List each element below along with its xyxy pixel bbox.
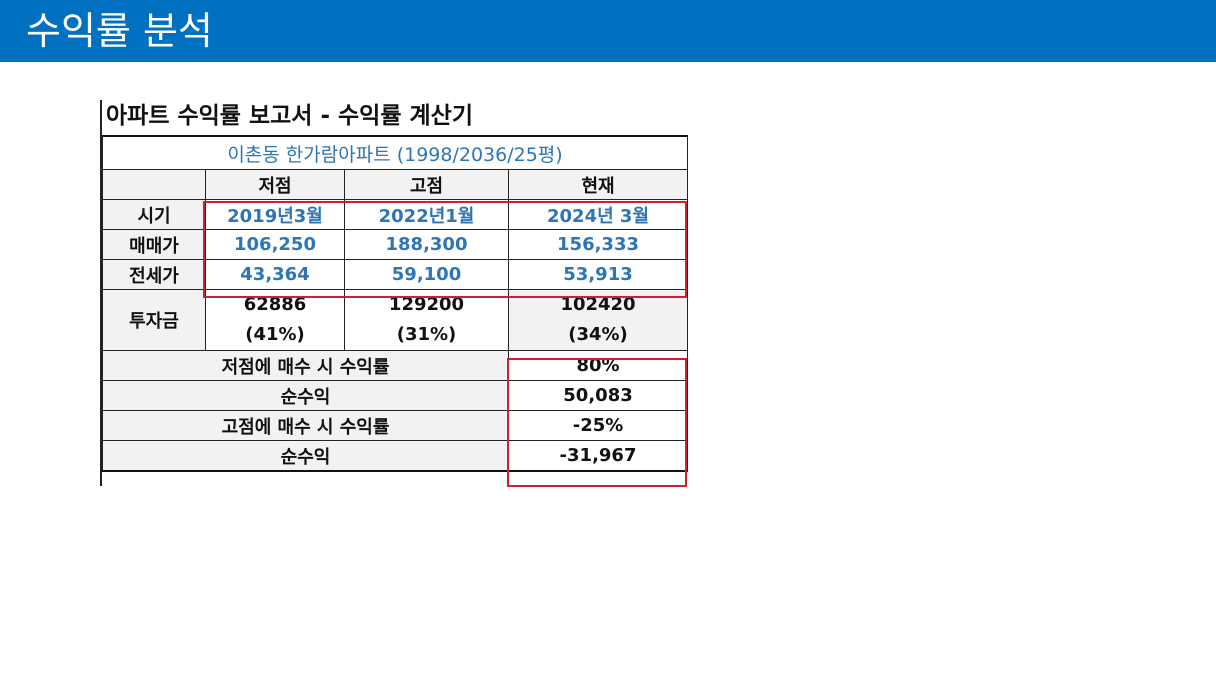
summary-value-low-profit: 50,083 bbox=[507, 380, 689, 411]
jeonse-price-high: 59,100 bbox=[344, 259, 509, 290]
investment-low-amount: 62886 bbox=[243, 294, 307, 315]
row-label-period: 시기 bbox=[102, 199, 206, 230]
column-header-row: 저점 고점 현재 bbox=[102, 169, 689, 200]
page-title: 수익률 분석 bbox=[26, 9, 213, 53]
summary-value-high-profit: -31,967 bbox=[507, 440, 689, 472]
investment-high-ratio: (31%) bbox=[396, 324, 457, 345]
sale-price-high: 188,300 bbox=[344, 229, 509, 260]
jeonse-price-current: 53,913 bbox=[507, 259, 689, 290]
investment-low: 62886 (41%) bbox=[205, 289, 345, 351]
table-row: 순수익 -31,967 bbox=[102, 440, 689, 472]
summary-label-low-profit: 순수익 bbox=[102, 380, 509, 411]
summary-label-high-profit: 순수익 bbox=[102, 440, 509, 472]
investment-low-ratio: (41%) bbox=[245, 324, 305, 345]
investment-high-amount: 129200 bbox=[388, 294, 465, 315]
table-row: 고점에 매수 시 수익률 -25% bbox=[102, 410, 689, 441]
corner-cell bbox=[102, 169, 206, 200]
period-low: 2019년3월 bbox=[205, 199, 345, 230]
table-row: 저점에 매수 시 수익률 80% bbox=[102, 350, 689, 381]
header-bar: 수익률 분석 bbox=[0, 0, 1216, 62]
investment-current: 102420 (34%) bbox=[507, 289, 689, 351]
row-label-sale-price: 매매가 bbox=[102, 229, 206, 260]
col-header-current: 현재 bbox=[507, 169, 689, 200]
table-row: 순수익 50,083 bbox=[102, 380, 689, 411]
summary-label-high-yield: 고점에 매수 시 수익률 bbox=[102, 410, 509, 441]
table-row: 매매가 106,250 188,300 156,333 bbox=[102, 229, 689, 260]
sheet-left-border bbox=[100, 100, 102, 486]
jeonse-price-low: 43,364 bbox=[205, 259, 345, 290]
yield-table: 이촌동 한가람아파트 (1998/2036/25평) 저점 고점 현재 시기 2… bbox=[101, 135, 689, 472]
summary-label-low-yield: 저점에 매수 시 수익률 bbox=[102, 350, 509, 381]
summary-value-high-yield: -25% bbox=[507, 410, 689, 441]
period-high: 2022년1월 bbox=[344, 199, 509, 230]
sale-price-current: 156,333 bbox=[507, 229, 689, 260]
col-header-high: 고점 bbox=[344, 169, 509, 200]
sale-price-low: 106,250 bbox=[205, 229, 345, 260]
summary-value-low-yield: 80% bbox=[507, 350, 689, 381]
investment-current-amount: 102420 bbox=[560, 294, 636, 315]
period-current: 2024년 3월 bbox=[507, 199, 689, 230]
subtitle-row: 이촌동 한가람아파트 (1998/2036/25평) bbox=[101, 135, 689, 170]
investment-high: 129200 (31%) bbox=[344, 289, 509, 351]
row-label-jeonse-price: 전세가 bbox=[102, 259, 206, 290]
report-subtitle: 이촌동 한가람아파트 (1998/2036/25평) bbox=[101, 135, 689, 170]
row-label-investment: 투자금 bbox=[102, 289, 206, 351]
report-title: 아파트 수익률 보고서 - 수익률 계산기 bbox=[106, 103, 473, 129]
table-row: 시기 2019년3월 2022년1월 2024년 3월 bbox=[102, 199, 689, 230]
investment-current-ratio: (34%) bbox=[568, 324, 628, 345]
col-header-low: 저점 bbox=[205, 169, 345, 200]
table-row: 전세가 43,364 59,100 53,913 bbox=[102, 259, 689, 290]
table-row: 투자금 62886 (41%) 129200 (31%) 102420 (34%… bbox=[102, 289, 689, 351]
